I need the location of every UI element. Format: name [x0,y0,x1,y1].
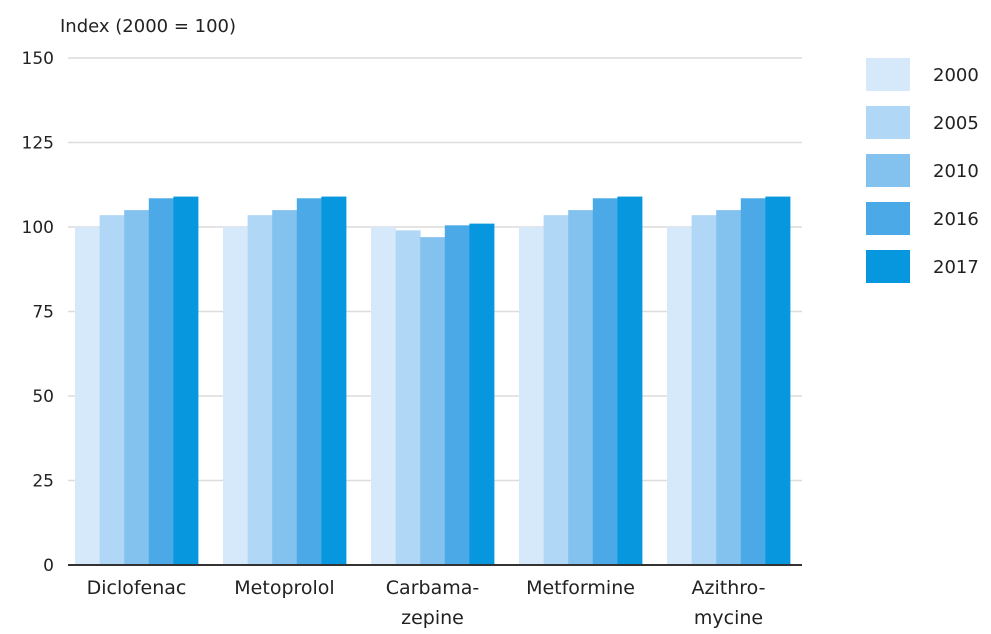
legend: 2000 2005 2010 2016 2017 [866,58,979,283]
bar-2016-2 [296,198,322,565]
legend-label: 2005 [933,113,979,134]
legend-label: 2010 [933,161,979,182]
bars [75,196,791,566]
legend-swatch-2005 [866,106,910,139]
bar-2017-1 [173,196,199,565]
legend-swatch-2010 [866,154,910,187]
bar-2010-1 [124,210,150,565]
bar-2005-5 [691,215,717,566]
bar-2017-4 [617,196,643,565]
bar-2017-3 [469,223,495,565]
legend-label: 2016 [933,209,979,230]
legend-swatch-2017 [866,250,910,283]
bar-2016-3 [444,225,470,565]
bar-2010-4 [568,210,594,565]
category-label: Diclofenac [87,577,187,599]
legend-label: 2000 [933,65,979,86]
bar-2005-1 [99,215,125,566]
y-tick-label: 150 [22,49,54,69]
bar-2000-3 [371,227,396,565]
legend-label: 2017 [933,257,979,278]
category-label: Carbama- [386,577,479,599]
y-tick-label: 125 [22,134,54,154]
bar-2010-5 [716,210,742,565]
category-label: Azithro- [692,577,766,599]
y-tick-label: 25 [32,472,54,492]
category-label: mycine [694,607,763,629]
bar-2016-4 [592,198,618,565]
legend-swatch-2016 [866,202,910,235]
bar-2017-5 [765,196,791,565]
bar-2005-2 [247,215,273,566]
y-tick-label: 50 [32,387,54,407]
y-axis-label: Index (2000 = 100) [60,16,236,37]
legend-swatch-2000 [866,58,910,91]
bar-2017-2 [321,196,347,565]
category-label: Metformine [526,577,635,599]
y-tick-label: 0 [43,556,54,576]
bar-2000-1 [75,227,100,565]
category-label: Metoprolol [234,577,334,599]
bar-2005-3 [395,230,421,565]
y-tick-label: 100 [22,218,54,238]
bar-2016-5 [740,198,766,565]
y-tick-labels: 0 25 50 75 100 125 150 [22,49,54,576]
bar-2000-5 [667,227,692,565]
bar-2000-2 [223,227,248,565]
category-labels: Diclofenac Metoprolol Carbama-zepine Metfor… [87,577,766,629]
category-label: zepine [401,607,464,629]
bar-2010-3 [420,237,446,565]
bar-2000-4 [519,227,544,565]
bar-2005-4 [543,215,569,566]
y-tick-label: 75 [32,303,54,323]
bar-2016-1 [148,198,174,565]
bar-2010-2 [272,210,298,565]
